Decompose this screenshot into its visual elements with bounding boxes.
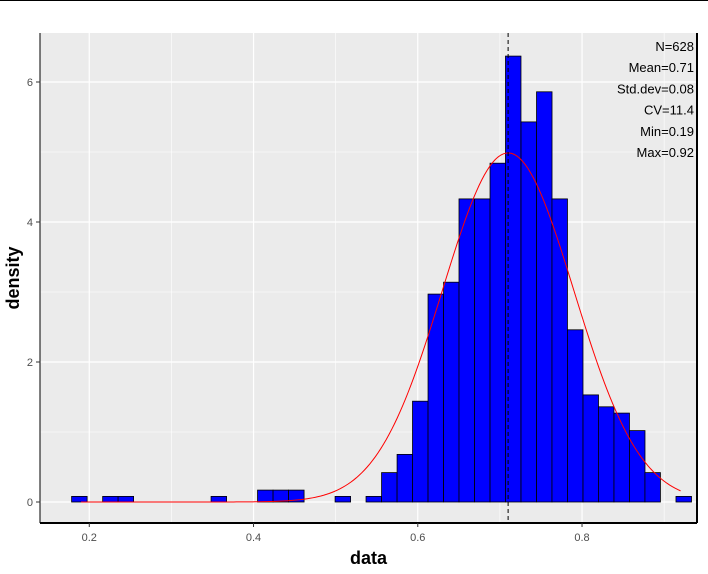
x-axis-title: data [350,548,388,568]
stat-line: Max=0.92 [637,145,694,160]
histogram-bar [489,162,506,503]
histogram-bar [443,281,460,503]
y-tick-label: 4 [27,217,33,229]
normal-density-curve [81,152,681,503]
x-tick-label: 0.6 [410,532,425,544]
x-tick-label: 0.4 [246,532,261,544]
histogram-bar [613,412,630,503]
histogram-bar [598,406,615,503]
y-tick-label: 2 [27,357,33,369]
summary-stats: N=628 Mean=0.71 Std.dev=0.08 CV=11.4 Min=0.1… [617,39,694,160]
histogram-bar [474,198,491,503]
histogram-bar [427,293,444,503]
y-axis-title: density [3,246,23,309]
stat-line: Std.dev=0.08 [617,81,694,96]
y-tick-label: 6 [27,77,33,89]
x-tick-label: 0.8 [574,532,589,544]
y-axis-ticks: 0 2 4 6 [27,77,40,509]
histogram-bar [334,495,351,503]
histogram-bar [567,329,584,503]
histogram-bar [629,430,646,503]
histogram-bar [381,472,398,503]
x-tick-label: 0.2 [82,532,97,544]
stat-line: Mean=0.71 [629,60,694,75]
histogram-bar [396,453,413,503]
histogram-bar [582,394,599,503]
stat-line: Min=0.19 [640,124,694,139]
histogram-bar [288,489,305,503]
stat-line: N=628 [655,39,694,54]
histogram-bar [117,495,134,503]
x-axis-ticks: 0.2 0.4 0.6 0.8 [82,523,590,544]
top-rule [0,0,708,1]
histogram-bar [644,472,661,503]
histogram-bar [412,400,429,503]
histogram-bars [71,55,692,503]
histogram-bar [365,495,382,503]
histogram-bar [458,198,475,503]
y-tick-label: 0 [27,497,33,509]
histogram-bar [675,495,692,503]
histogram-bar [536,91,553,503]
histogram-bar [102,495,119,503]
histogram-bar [257,489,274,503]
histogram-bar [71,495,88,503]
histogram-bar [210,495,227,503]
stat-line: CV=11.4 [644,103,694,118]
histogram-bar [272,489,289,503]
